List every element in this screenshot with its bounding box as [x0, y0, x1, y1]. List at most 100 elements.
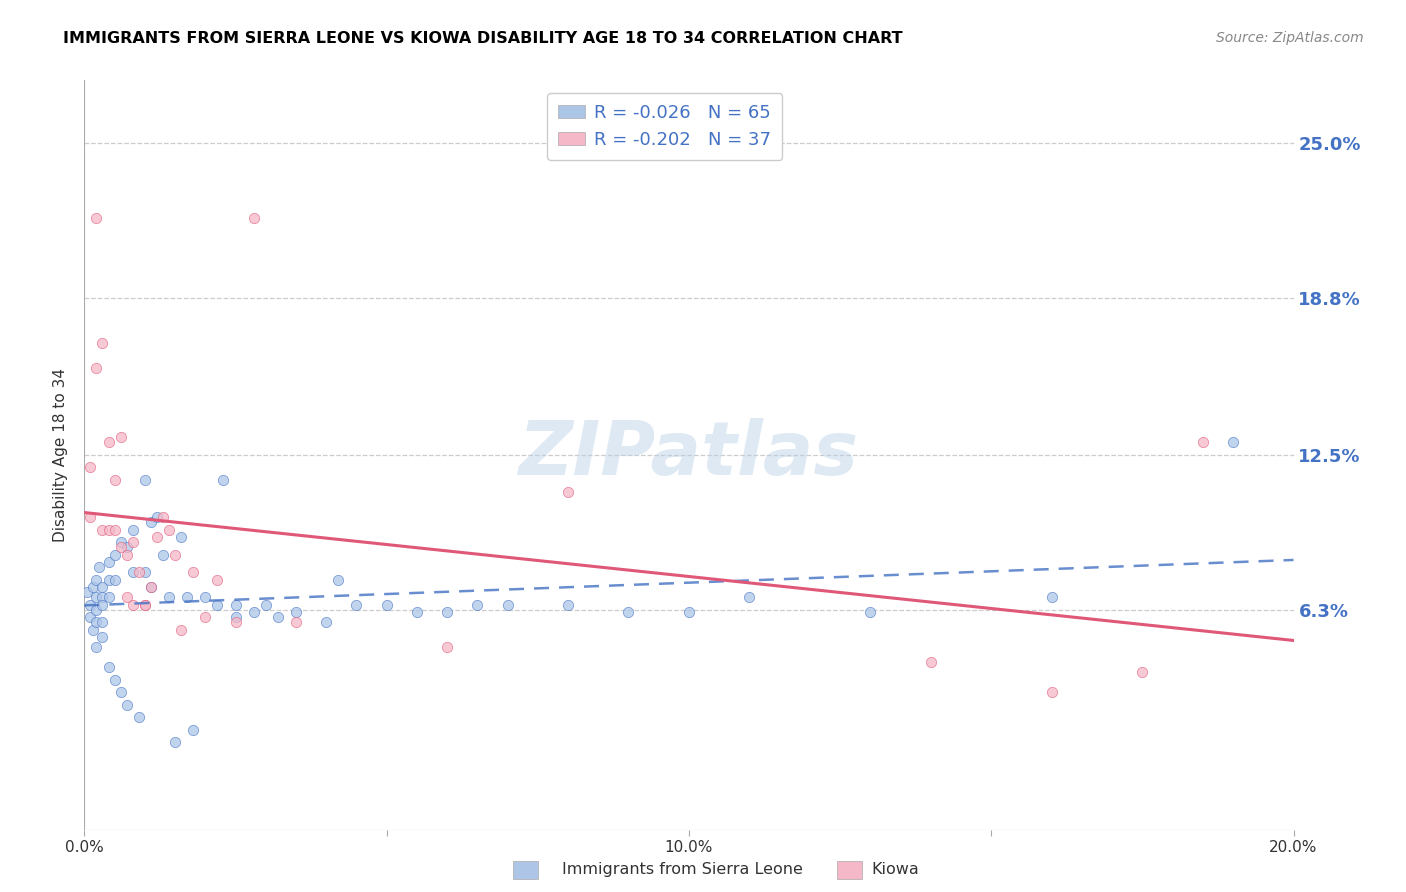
Point [920, 655, 942, 669]
Point [97, 591, 120, 605]
Point [104, 573, 127, 587]
Point [194, 610, 217, 624]
Point [139, 580, 162, 594]
Point [170, 623, 193, 637]
Point [157, 591, 180, 605]
Point [617, 605, 640, 619]
Point [139, 580, 162, 594]
Point [128, 566, 150, 580]
Point [104, 473, 127, 487]
Point [139, 516, 162, 530]
Point [152, 548, 174, 562]
Point [285, 605, 308, 619]
Point [496, 598, 519, 612]
Point [110, 535, 132, 549]
Point [121, 535, 143, 549]
Point [375, 598, 398, 612]
Point [146, 530, 169, 544]
Point [152, 510, 174, 524]
Point [738, 591, 761, 605]
Point [128, 710, 150, 724]
Point [146, 510, 169, 524]
Point [89, 560, 111, 574]
Point [346, 598, 368, 612]
Point [97, 660, 120, 674]
Point [1192, 435, 1215, 450]
Point [79, 610, 101, 624]
Point [115, 541, 138, 555]
Point [181, 723, 204, 737]
Text: IMMIGRANTS FROM SIERRA LEONE VS KIOWA DISABILITY AGE 18 TO 34 CORRELATION CHART: IMMIGRANTS FROM SIERRA LEONE VS KIOWA DI… [63, 31, 903, 46]
Point [115, 548, 138, 562]
Point [134, 598, 156, 612]
Text: Source: ZipAtlas.com: Source: ZipAtlas.com [1216, 31, 1364, 45]
Point [859, 605, 882, 619]
Point [1222, 435, 1244, 450]
Point [165, 735, 187, 749]
Point [76, 585, 98, 599]
Point [436, 605, 458, 619]
Point [121, 566, 143, 580]
Point [285, 615, 308, 630]
Point [134, 566, 156, 580]
Text: Immigrants from Sierra Leone: Immigrants from Sierra Leone [562, 863, 803, 877]
Point [91, 598, 114, 612]
Point [86, 360, 108, 375]
Point [467, 598, 489, 612]
Point [115, 698, 138, 712]
Point [1130, 665, 1153, 680]
Point [165, 548, 187, 562]
Text: Kiowa: Kiowa [872, 863, 920, 877]
Point [91, 580, 114, 594]
Point [157, 523, 180, 537]
Point [86, 603, 108, 617]
Point [176, 591, 198, 605]
Point [91, 335, 114, 350]
Point [110, 685, 132, 699]
Point [86, 211, 108, 225]
Point [115, 591, 138, 605]
Point [406, 605, 429, 619]
Point [328, 573, 350, 587]
Point [254, 598, 277, 612]
Point [82, 580, 104, 594]
Point [267, 610, 290, 624]
Point [436, 640, 458, 655]
Legend: R = -0.026   N = 65, R = -0.202   N = 37: R = -0.026 N = 65, R = -0.202 N = 37 [547, 93, 782, 160]
Point [110, 541, 132, 555]
Point [315, 615, 337, 630]
Point [86, 615, 108, 630]
Point [97, 523, 120, 537]
Point [207, 598, 229, 612]
Point [170, 530, 193, 544]
Point [207, 573, 229, 587]
Point [97, 573, 120, 587]
Point [104, 673, 127, 687]
Point [82, 623, 104, 637]
Point [1040, 591, 1063, 605]
Point [86, 573, 108, 587]
Y-axis label: Disability Age 18 to 34: Disability Age 18 to 34 [53, 368, 69, 542]
Point [79, 460, 101, 475]
Point [225, 615, 247, 630]
Point [1040, 685, 1063, 699]
Point [86, 591, 108, 605]
Point [194, 591, 217, 605]
Point [97, 555, 120, 569]
Point [242, 605, 264, 619]
Point [79, 510, 101, 524]
Point [91, 615, 114, 630]
Point [110, 430, 132, 444]
Point [134, 598, 156, 612]
Point [104, 548, 127, 562]
Text: ZIPatlas: ZIPatlas [519, 418, 859, 491]
Point [91, 523, 114, 537]
Point [181, 566, 204, 580]
Point [97, 435, 120, 450]
Point [91, 591, 114, 605]
Point [91, 630, 114, 644]
Point [86, 640, 108, 655]
Point [225, 598, 247, 612]
Point [79, 598, 101, 612]
Point [225, 610, 247, 624]
